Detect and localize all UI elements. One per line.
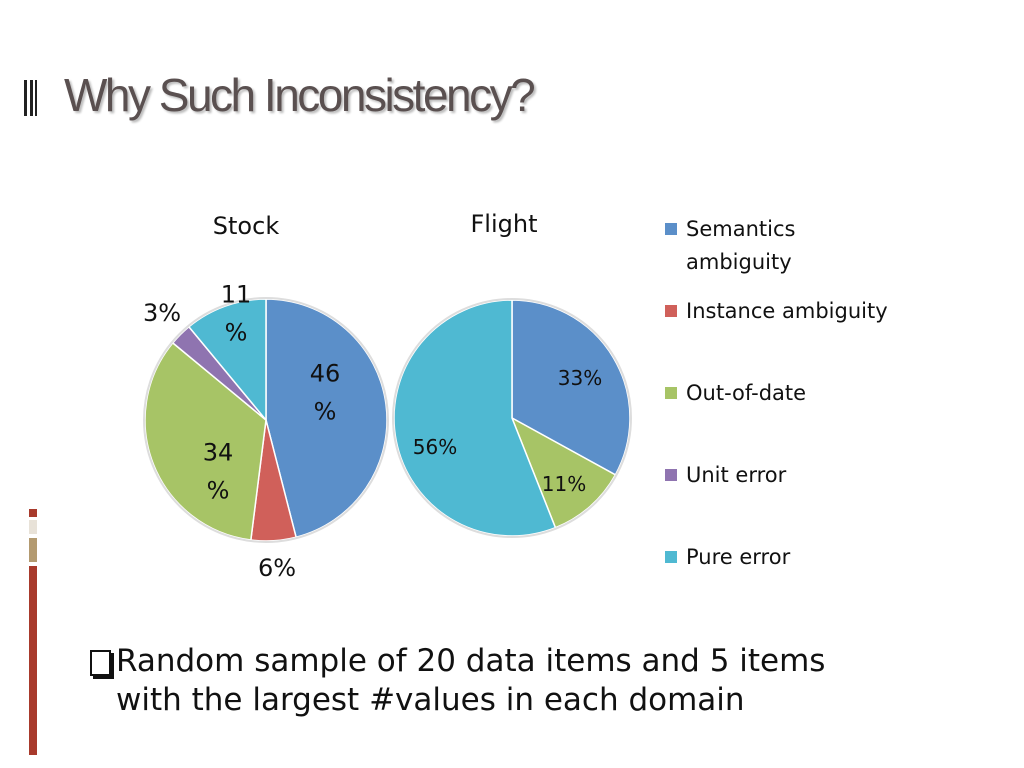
- data-label: 46 %: [309, 359, 341, 426]
- legend-label: Semantics ambiguity: [686, 217, 796, 274]
- data-label: 33%: [557, 366, 603, 390]
- legend-swatch: [665, 305, 677, 317]
- title-marker: [35, 80, 37, 116]
- legend-label: Instance ambiguity: [686, 299, 888, 323]
- decoration: [29, 520, 37, 534]
- data-label: 11 %: [220, 280, 252, 347]
- pie-slice: [187, 298, 267, 423]
- pie-title: Stock: [212, 211, 280, 240]
- pie-slice: [393, 299, 557, 537]
- legend-swatch: [665, 223, 677, 235]
- decoration: [29, 538, 37, 562]
- bullet-text: Random sample of 20 data items and 5 ite…: [116, 643, 826, 718]
- decoration: [29, 566, 37, 755]
- slide-title: Why Such Inconsistency?: [64, 69, 536, 121]
- pie-slice: [144, 341, 267, 541]
- title-marker: [30, 80, 33, 116]
- pie-outline: [392, 298, 632, 538]
- legend-swatch: [665, 387, 677, 399]
- legend-label: Out-of-date: [686, 381, 807, 405]
- data-label: 56%: [412, 435, 458, 459]
- title-marker: [24, 80, 27, 116]
- bullet-icon: [90, 650, 111, 676]
- legend-swatch: [665, 551, 677, 563]
- data-label: 3%: [142, 298, 182, 327]
- data-label: 34 %: [202, 438, 234, 505]
- pie-title: Flight: [470, 209, 538, 238]
- pie-outline: [143, 297, 389, 543]
- pie-slice: [265, 298, 388, 539]
- legend-swatch: [665, 469, 677, 481]
- data-label: 11%: [541, 472, 587, 496]
- legend-label: Unit error: [686, 463, 787, 487]
- decoration: [29, 509, 37, 517]
- data-label: 6%: [257, 553, 297, 582]
- pie-slice: [510, 416, 617, 529]
- pie-slice: [511, 299, 631, 476]
- legend-label: Pure error: [686, 545, 791, 569]
